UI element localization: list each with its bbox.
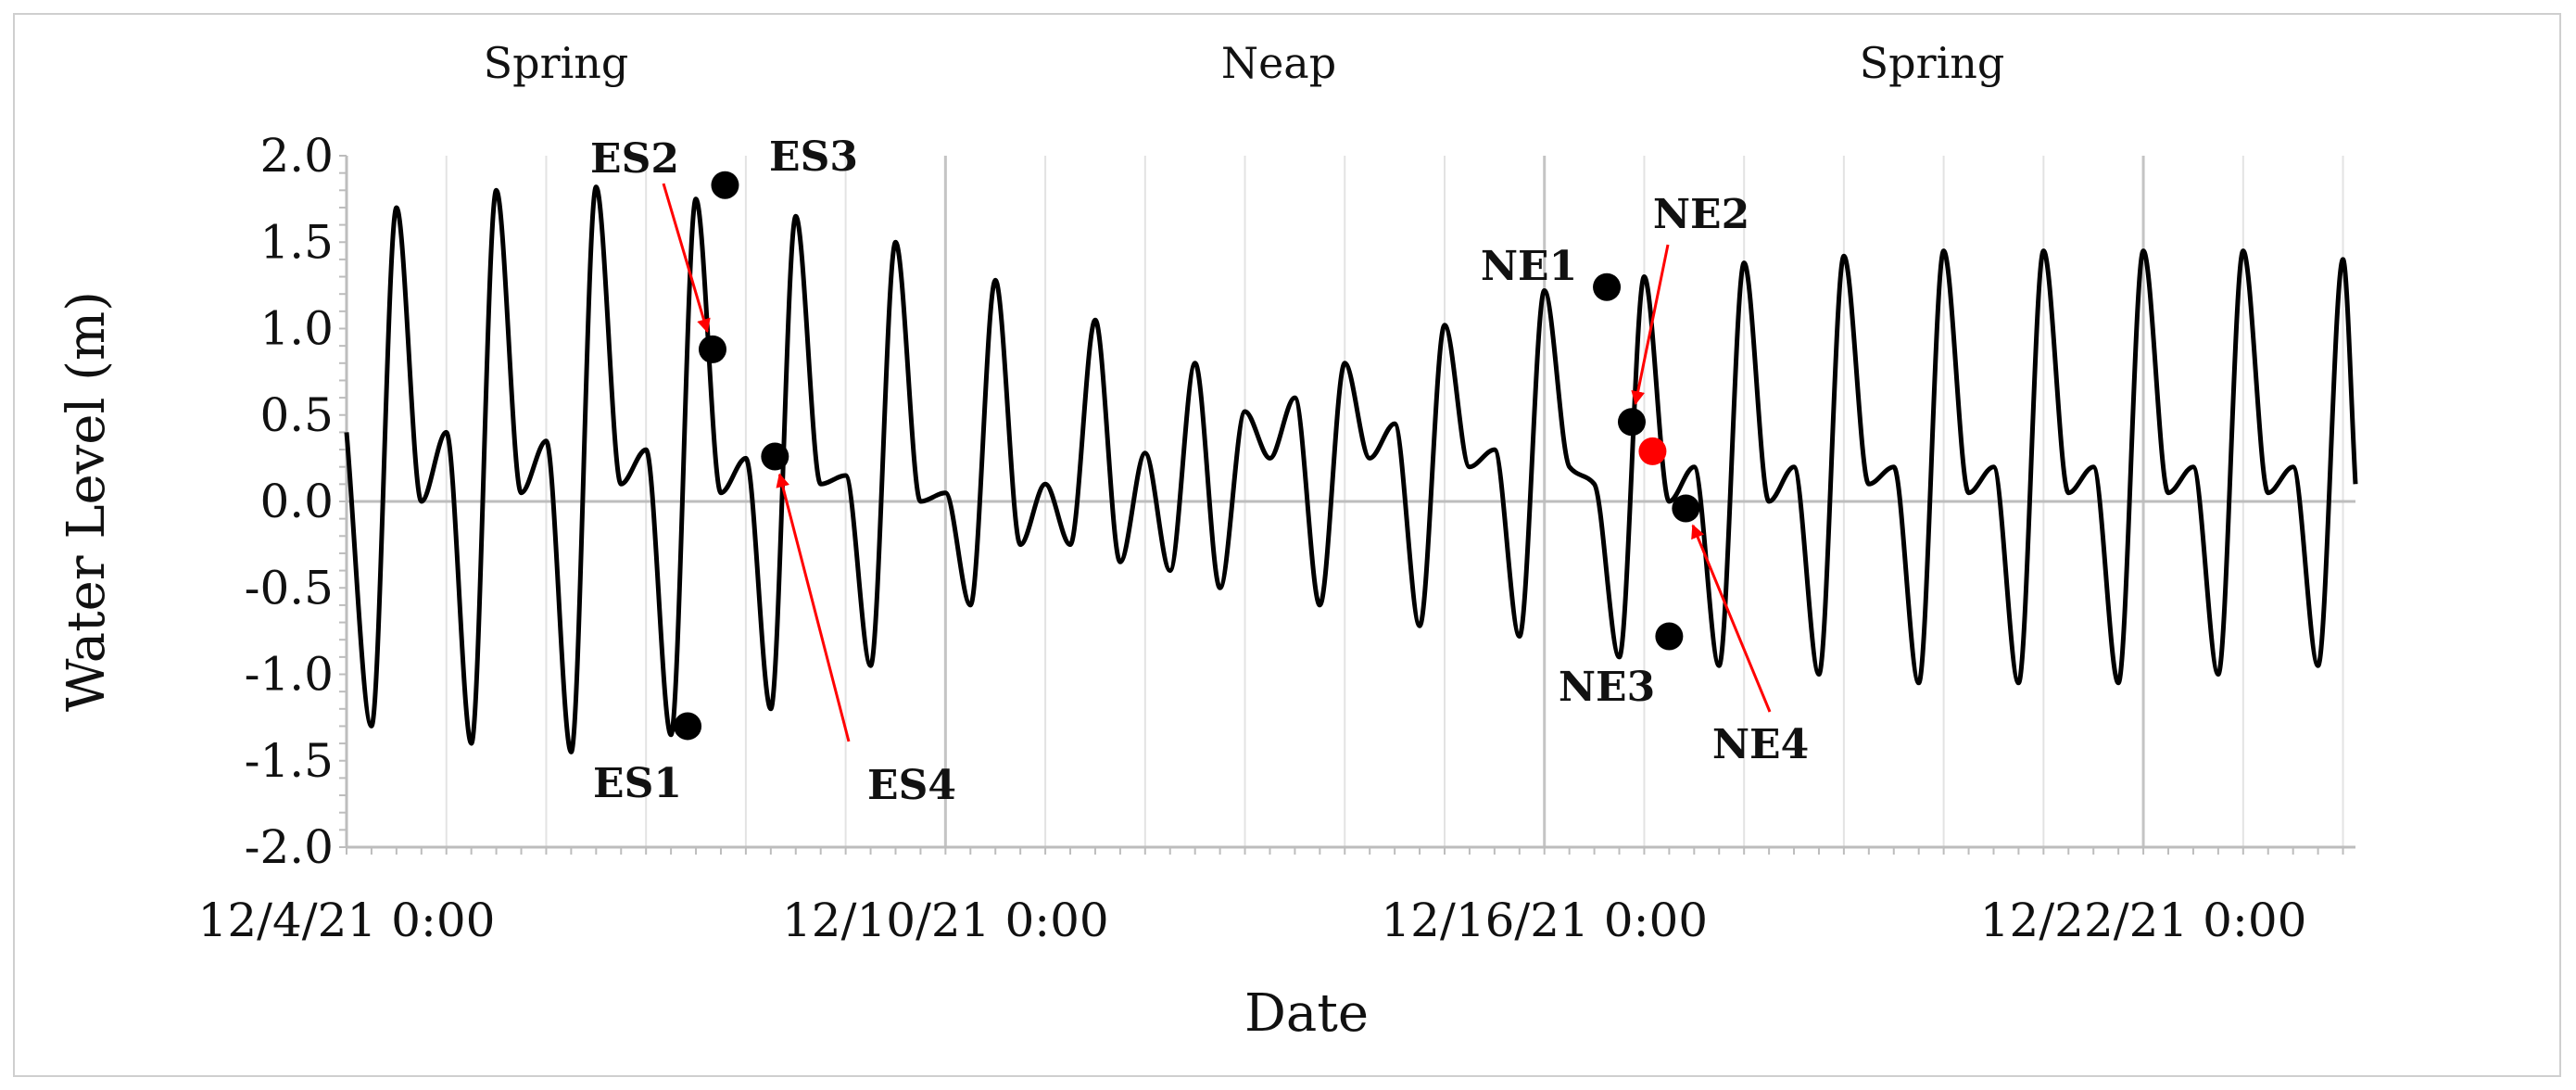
x-tick-label: 12/10/21 0:00 (782, 894, 1109, 947)
y-tick-label: -0.5 (245, 561, 334, 615)
label-es4: ES4 (867, 762, 956, 809)
marker-es2 (698, 335, 726, 363)
y-tick-label: 2.0 (259, 129, 334, 183)
x-tick-label: 12/4/21 0:00 (198, 894, 496, 947)
label-ne3: NE3 (1559, 664, 1655, 711)
arrow-es4 (776, 473, 851, 742)
label-es1: ES1 (593, 760, 682, 807)
label-es2: ES2 (590, 135, 679, 183)
arrow-es2 (662, 183, 711, 334)
y-tick-label: 0.5 (259, 388, 334, 442)
arrow-ne2 (1631, 244, 1670, 406)
y-tick-label: 1.0 (259, 302, 334, 356)
phase-label: Neap (1221, 38, 1336, 88)
annotation-arrows (662, 183, 1772, 742)
marker-es3 (711, 171, 739, 199)
y-tick-label: -1.0 (245, 648, 334, 702)
y-tick-label: 1.5 (259, 215, 334, 269)
y-axis (339, 155, 348, 848)
phase-label: Spring (1860, 38, 2005, 88)
y-tick-label: -1.5 (245, 734, 334, 788)
x-tick-labels: 12/4/21 0:00 12/10/21 0:00 12/16/21 0:00 12… (198, 894, 2307, 947)
y-tick-labels: 2.0 1.5 1.0 0.5 0.0 -0.5 -1.0 -1.5 -2.0 (245, 129, 334, 874)
label-ne2: NE2 (1653, 191, 1749, 238)
marker-es1 (674, 712, 702, 741)
label-ne1: NE1 (1481, 243, 1577, 290)
water-level-line (344, 184, 2358, 754)
marker-ne2 (1617, 408, 1646, 437)
y-tick-label: 0.0 (259, 475, 334, 528)
x-axis-title: Date (1244, 983, 1369, 1044)
tide-phase-labels: Spring Neap Spring (484, 38, 2005, 88)
x-tick-label: 12/22/21 0:00 (1980, 894, 2307, 947)
x-axis (346, 845, 2355, 855)
marker-es4 (761, 442, 789, 471)
event-markers (674, 171, 1700, 741)
phase-label: Spring (484, 38, 629, 88)
chart-frame (13, 13, 2561, 1077)
marker-ne3 (1655, 622, 1684, 651)
marker-red (1638, 437, 1667, 465)
x-tick-label: 12/16/21 0:00 (1381, 894, 1708, 947)
marker-ne1 (1593, 272, 1622, 301)
arrow-ne4 (1691, 524, 1772, 713)
event-labels: ES1 ES2 ES3 ES4 NE1 NE2 NE3 NE4 (590, 133, 1809, 809)
y-axis-title: Water Level (m) (57, 291, 117, 712)
marker-ne4 (1672, 494, 1700, 523)
label-ne4: NE4 (1712, 721, 1809, 768)
label-es3: ES3 (769, 133, 858, 181)
y-tick-label: -2.0 (245, 820, 334, 874)
